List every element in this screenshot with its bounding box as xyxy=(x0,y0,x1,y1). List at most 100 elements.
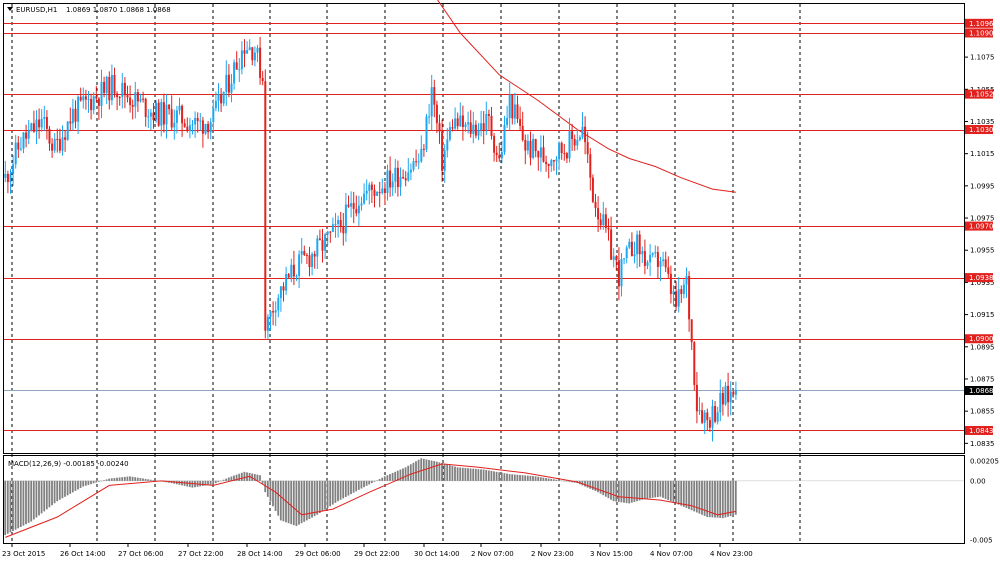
candle-259 xyxy=(677,276,680,313)
candle-274 xyxy=(716,406,719,425)
macd-bar-156 xyxy=(409,464,412,481)
candle-179 xyxy=(469,110,472,138)
candle-162 xyxy=(425,113,428,153)
candle-46 xyxy=(123,77,126,109)
macd-bar-159 xyxy=(417,459,420,481)
candle-114 xyxy=(300,238,303,264)
macd-bar-123 xyxy=(324,480,326,510)
candle-58 xyxy=(155,99,158,123)
macd-bar-78 xyxy=(207,480,209,486)
macd-bar-8 xyxy=(25,480,27,525)
macd-bar-269 xyxy=(703,480,706,516)
candle-120 xyxy=(316,235,319,270)
candle-197 xyxy=(516,95,519,123)
price-panel-frame xyxy=(3,3,965,454)
macd-bar-26 xyxy=(71,480,74,493)
candle-277 xyxy=(724,381,727,406)
candle-24 xyxy=(66,121,69,141)
macd-bar-241 xyxy=(630,480,633,503)
candle-132 xyxy=(347,195,350,208)
macd-bar-274 xyxy=(716,480,719,518)
macd-bar-126 xyxy=(331,480,334,505)
candle-61 xyxy=(162,93,165,133)
candle-37 xyxy=(100,69,103,119)
macd-bar-154 xyxy=(404,467,407,481)
candle-150 xyxy=(394,159,397,194)
candle-245 xyxy=(641,246,644,263)
x-tick-label: 29 Oct 22:00 xyxy=(354,550,400,558)
macd-bar-208 xyxy=(545,478,547,481)
macd-bar-176 xyxy=(461,467,464,481)
candle-252 xyxy=(659,256,662,282)
candle-121 xyxy=(318,229,321,241)
symbol-dropdown-icon[interactable] xyxy=(7,7,13,11)
macd-bar-17 xyxy=(48,480,51,508)
candle-276 xyxy=(721,386,724,416)
macd-bar-231 xyxy=(604,480,607,497)
candle-18 xyxy=(51,138,54,158)
candle-55 xyxy=(147,108,150,129)
macd-bar-38 xyxy=(103,480,105,481)
macd-bar-197 xyxy=(516,474,519,481)
candle-272 xyxy=(711,399,714,442)
candle-14 xyxy=(40,109,43,132)
candle-246 xyxy=(643,239,646,275)
macd-bar-257 xyxy=(672,480,675,503)
candle-267 xyxy=(698,397,701,416)
level-tag xyxy=(965,425,993,435)
candle-141 xyxy=(370,181,373,204)
candle-210 xyxy=(550,158,553,172)
macd-bar-2 xyxy=(9,480,12,533)
macd-bar-262 xyxy=(685,480,688,508)
candle-4 xyxy=(14,135,17,169)
macd-signal-line xyxy=(5,463,736,538)
macd-bar-19 xyxy=(53,480,56,504)
macd-bar-121 xyxy=(318,480,321,514)
candle-203 xyxy=(532,133,535,160)
candle-225 xyxy=(589,148,592,191)
macd-bar-265 xyxy=(693,480,696,512)
macd-bar-90 xyxy=(238,473,241,481)
candle-98 xyxy=(259,36,262,85)
macd-bar-263 xyxy=(688,480,690,510)
candle-159 xyxy=(417,153,420,170)
candle-81 xyxy=(214,91,217,112)
macd-bar-91 xyxy=(240,472,243,481)
macd-bar-27 xyxy=(74,480,77,491)
macd-bar-230 xyxy=(602,480,605,496)
macd-bar-0 xyxy=(4,480,7,536)
macd-bar-75 xyxy=(199,480,202,487)
level-tag xyxy=(965,125,993,135)
candle-53 xyxy=(142,91,145,103)
macd-bar-277 xyxy=(724,480,727,518)
candle-170 xyxy=(446,127,449,158)
macd-bar-124 xyxy=(326,480,329,508)
macd-bar-255 xyxy=(667,480,670,501)
candle-7 xyxy=(22,131,25,154)
macd-bar-1 xyxy=(6,480,9,534)
candle-123 xyxy=(324,232,327,260)
macd-bar-98 xyxy=(259,475,261,481)
candle-237 xyxy=(620,253,623,297)
candle-187 xyxy=(490,107,493,140)
candle-64 xyxy=(170,95,173,131)
candle-168 xyxy=(441,119,444,182)
macd-bar-29 xyxy=(79,480,82,488)
candle-253 xyxy=(662,251,665,267)
macd-bar-97 xyxy=(256,474,259,481)
candle-77 xyxy=(204,123,207,135)
x-tick-label: 30 Oct 14:00 xyxy=(414,550,460,558)
macd-bar-110 xyxy=(290,480,293,525)
macd-bar-9 xyxy=(27,480,30,523)
candle-160 xyxy=(420,135,423,163)
macd-bar-261 xyxy=(682,480,685,507)
macd-bar-174 xyxy=(456,467,459,481)
candle-2 xyxy=(9,169,12,194)
macd-bar-25 xyxy=(69,480,72,494)
candle-188 xyxy=(493,133,496,162)
candle-249 xyxy=(651,252,654,258)
macd-bar-128 xyxy=(337,480,339,502)
macd-bar-228 xyxy=(597,480,599,493)
candle-35 xyxy=(95,85,98,103)
candle-189 xyxy=(495,145,498,162)
